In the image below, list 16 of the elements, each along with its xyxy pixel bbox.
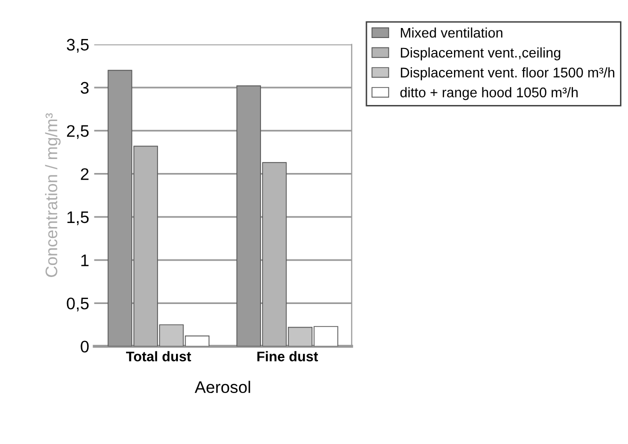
y-tick-label: 2 [80,168,89,180]
legend-label: Displacement vent.,ceiling [400,47,560,60]
y-tick-label: 1 [81,254,89,266]
legend-label: Displacement vent. floor 1500 m³/h [400,67,614,80]
y-tick-label: 0 [80,340,89,353]
y-axis-title: Concentration / mg/m³ [45,113,61,277]
x-tick-label: Fine dust [257,351,318,362]
y-tick-label: 3 [80,82,89,94]
legend-label: Mixed ventilation [400,27,502,38]
y-tick-label: 2,5 [67,125,89,139]
legend-label: ditto + range hood 1050 m³/h [400,87,578,100]
x-tick-label: Total dust [126,351,192,362]
y-tick-label: 3,5 [66,38,89,53]
x-axis-title: Aerosol [194,380,250,394]
y-tick-label: 0,5 [66,298,89,312]
y-tick-label: 1,5 [67,212,89,226]
